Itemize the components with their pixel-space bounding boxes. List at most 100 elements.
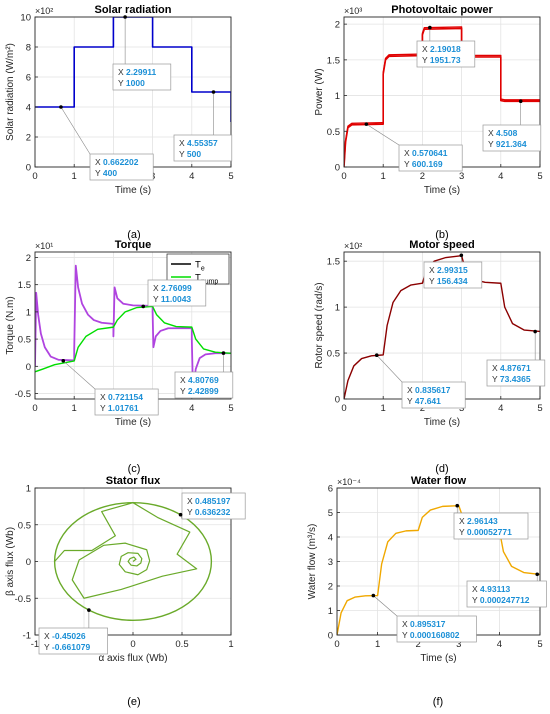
y-tick-label: -1 <box>23 631 31 642</box>
y-tick-label: 1 <box>26 484 31 495</box>
y-axis-label: Solar radiation (W/m²) <box>5 43 16 141</box>
chart-title: Water flow <box>411 475 467 487</box>
datatip-box <box>94 388 159 416</box>
y-tick-label: 6 <box>328 484 333 495</box>
x-tick-label: 4 <box>498 171 503 182</box>
chart-f: 0 1 2 3 4 5 0 1 2 3 4 5 6 ×10⁻⁴ Water flow Time (s) Wate… <box>307 475 547 708</box>
datatip-x: X 2.29911 <box>118 67 157 77</box>
legend-label: Te <box>195 260 205 273</box>
series-group <box>53 502 213 622</box>
y-tick-label: 3 <box>328 557 333 568</box>
x-tick-label: 5 <box>228 403 233 414</box>
x-tick-label: 4 <box>498 403 503 414</box>
y-exponent: ×10² <box>344 241 362 251</box>
x-tick-label: 0 <box>341 171 346 182</box>
y-exponent: ×10³ <box>344 6 362 16</box>
y-tick-label: 2 <box>26 253 31 264</box>
x-tick-label: 1 <box>381 403 386 414</box>
datatip-marker <box>374 353 379 358</box>
datatip-y: Y 0.000247712 <box>472 595 530 605</box>
datatip-x: X 2.76099 <box>153 283 192 293</box>
datatip-y: Y 400 <box>95 168 117 178</box>
chart-b: 0 1 2 3 4 5 0 0.5 1 1.5 2 ×10³ Photovoltaic power Tim… <box>314 4 543 241</box>
x-tick-label: -1 <box>31 639 39 650</box>
datatip-box <box>398 144 463 172</box>
datatip-box <box>453 512 529 540</box>
y-tick-label: 0.5 <box>18 335 31 346</box>
y-tick-label: 0 <box>335 163 340 174</box>
series-line-0 <box>35 17 231 122</box>
datatip-y: Y 11.0043 <box>153 294 191 304</box>
y-tick-label: 5 <box>328 508 333 519</box>
x-tick-label: 5 <box>228 171 233 182</box>
panel-caption: (b) <box>435 229 448 241</box>
datatip-x: X 4.80769 <box>180 375 219 385</box>
datatip-y: Y 2.42899 <box>180 386 219 396</box>
datatip-box <box>181 492 246 520</box>
panel-caption: (f) <box>433 696 443 708</box>
y-tick-label: 0.5 <box>327 349 340 360</box>
x-tick-label: 1 <box>228 639 233 650</box>
series-line-0 <box>35 264 231 392</box>
chart-d: 0 1 2 3 4 5 0 0.5 1 1.5 ×10² Motor speed Time (s) Rot… <box>314 239 546 475</box>
datatip-x: X 0.895317 <box>402 619 446 629</box>
datatip-x: X 4.87671 <box>492 363 531 373</box>
x-tick-label: 2 <box>416 639 421 650</box>
chart-title: Torque <box>115 239 151 251</box>
datatip-marker <box>211 90 216 94</box>
datatip-box <box>486 359 546 387</box>
datatip-box <box>423 261 483 289</box>
datatip-y: Y 1000 <box>118 78 145 88</box>
y-tick-label: 1.5 <box>327 55 340 66</box>
x-tick-label: 1 <box>72 403 77 414</box>
x-tick-label: 4 <box>189 403 194 414</box>
datatip-y: Y 47.641 <box>407 396 441 406</box>
datatip-box <box>174 371 234 399</box>
datatip-y: Y 921.364 <box>488 139 527 149</box>
y-exponent: ×10¹ <box>35 241 53 251</box>
x-tick-label: 0 <box>341 403 346 414</box>
datatip-y: Y 156.434 <box>429 276 468 286</box>
y-tick-label: 1 <box>335 303 340 314</box>
x-axis-label: Time (s) <box>424 417 460 428</box>
x-axis-label: Time (s) <box>420 653 456 664</box>
y-tick-label: 4 <box>26 103 31 114</box>
x-axis-label: Time (s) <box>115 417 151 428</box>
y-tick-label: -0.5 <box>15 389 31 400</box>
datatip-box <box>401 381 466 409</box>
datatip-x: X 2.19018 <box>422 44 461 54</box>
x-tick-label: 5 <box>537 639 542 650</box>
y-tick-label: 0 <box>26 163 31 174</box>
y-tick-label: 6 <box>26 73 31 84</box>
y-exponent: ×10² <box>35 6 53 16</box>
x-tick-label: 0 <box>32 403 37 414</box>
x-tick-label: 2 <box>420 403 425 414</box>
x-tick-label: 0 <box>32 171 37 182</box>
y-axis-label: Torque (N.m) <box>5 296 16 354</box>
y-tick-label: 0 <box>328 631 333 642</box>
datatip-connector <box>63 360 96 390</box>
y-tick-label: 0 <box>26 557 31 568</box>
x-tick-label: 1 <box>375 639 380 650</box>
chart-title: Photovoltaic power <box>391 4 493 16</box>
x-tick-label: 0 <box>130 639 135 650</box>
panel-caption: (a) <box>127 229 140 241</box>
y-axis-label: Rotor speed (rad/s) <box>314 282 325 368</box>
x-axis-label: Time (s) <box>115 185 151 196</box>
datatip-box <box>416 40 476 68</box>
datatip-x: X 2.99315 <box>429 265 468 275</box>
datatip-x: X 4.93113 <box>472 584 511 594</box>
datatip-y: Y 600.169 <box>404 159 443 169</box>
series-line-1 <box>35 305 231 373</box>
y-tick-label: 0.5 <box>327 127 340 138</box>
